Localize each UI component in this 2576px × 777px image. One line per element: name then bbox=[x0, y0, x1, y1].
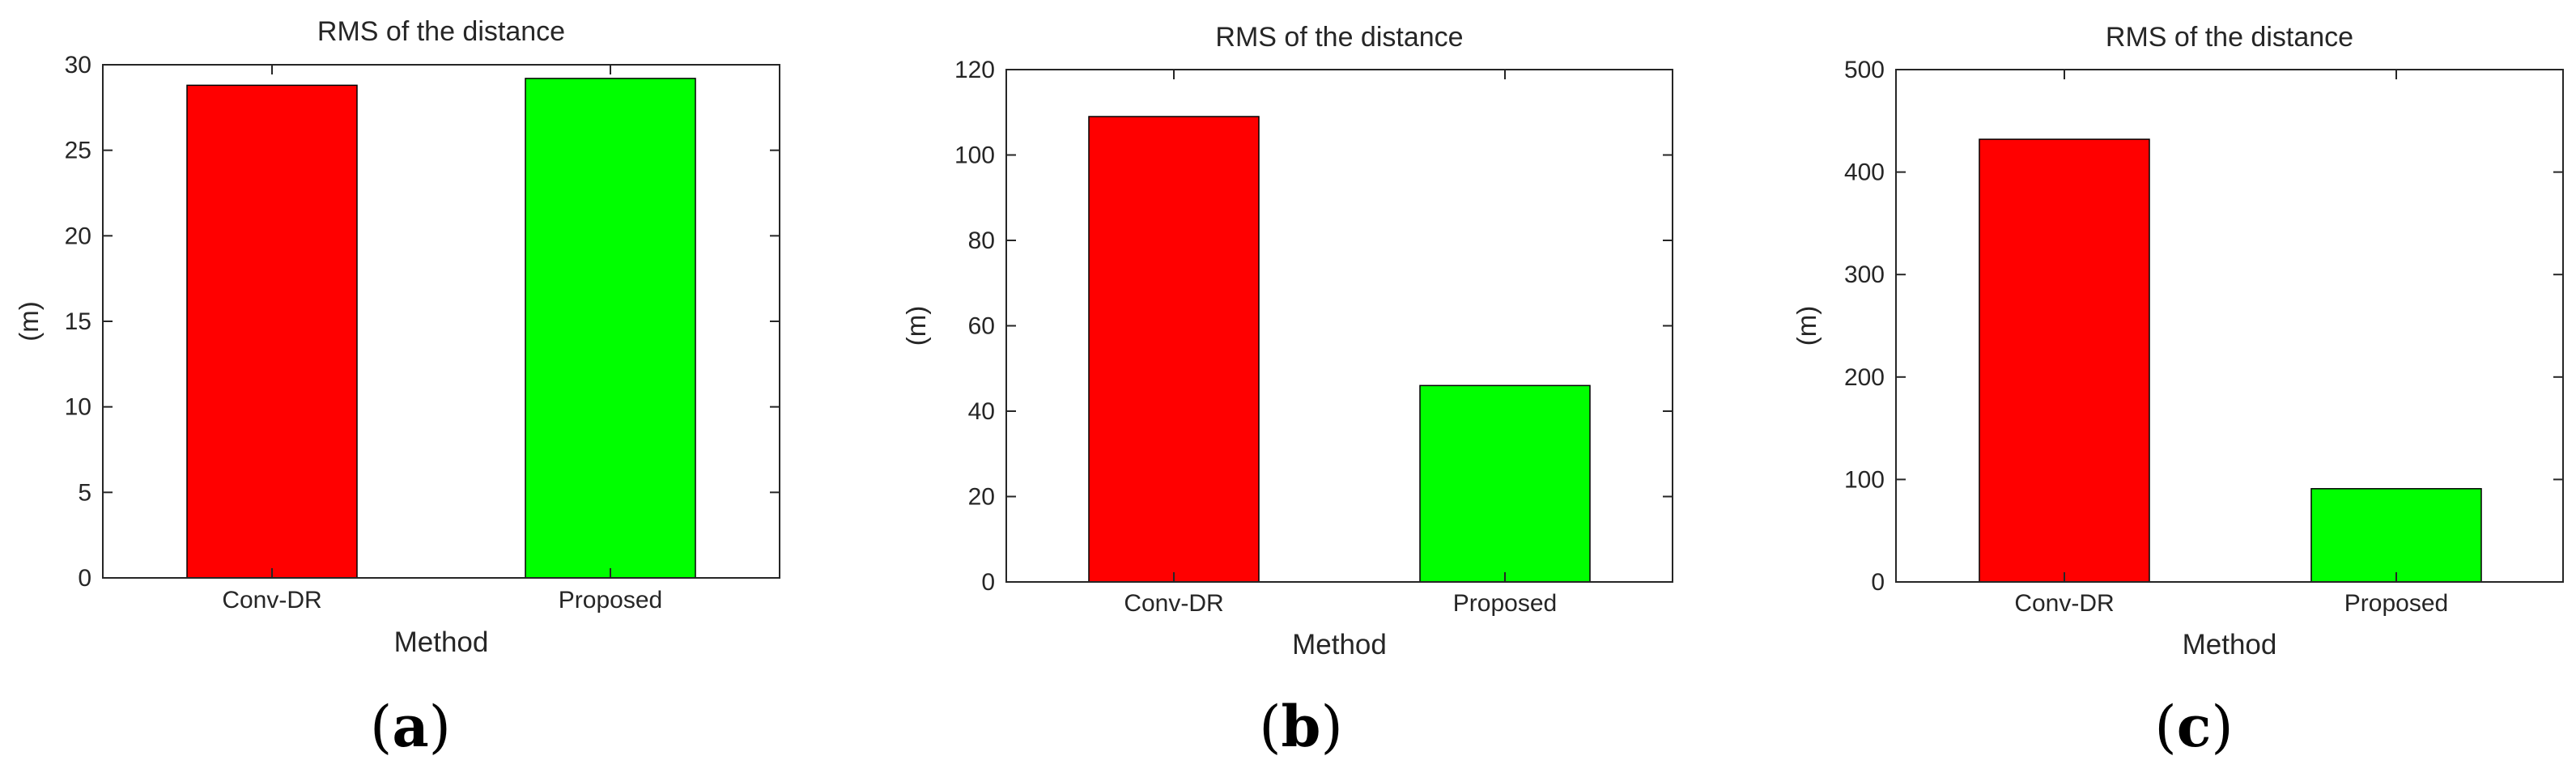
y-tick-label: 10 bbox=[65, 394, 91, 421]
chart-title: RMS of the distance bbox=[1215, 22, 1463, 53]
plot-area-frame bbox=[1895, 69, 2564, 583]
panel-label: (b) bbox=[1259, 693, 1343, 760]
y-tick-label: 60 bbox=[968, 313, 995, 340]
panel-label-open-paren: ( bbox=[1259, 694, 1281, 760]
chart-title: RMS of the distance bbox=[317, 16, 565, 47]
x-axis-label: Method bbox=[1292, 629, 1387, 660]
chart-title: RMS of the distance bbox=[2106, 22, 2353, 53]
y-tick-label: 300 bbox=[1844, 261, 1885, 288]
panel-label-close-paren: ) bbox=[1320, 694, 1342, 760]
y-tick-label: 100 bbox=[1844, 466, 1885, 493]
chart-panel-b: RMS of the distance 0 20 40 60 80 100 120 Conv-D… bbox=[901, 22, 1673, 760]
x-tick-label-conv-dr: Conv-DR bbox=[1124, 590, 1223, 617]
y-axis-label: (m) bbox=[1792, 306, 1821, 346]
bar-proposed bbox=[2310, 488, 2482, 583]
x-tick-label-proposed: Proposed bbox=[2344, 590, 2448, 617]
chart-panel-c: RMS of the distance 0 100 200 300 400 500 Conv-… bbox=[1792, 22, 2564, 760]
x-tick-label-conv-dr: Conv-DR bbox=[2014, 590, 2114, 617]
x-axis-label: Method bbox=[394, 626, 489, 658]
panel-label-open-paren: ( bbox=[2154, 694, 2176, 760]
y-tick-label: 15 bbox=[65, 308, 91, 335]
panel-label-letter: b bbox=[1282, 693, 1321, 760]
chart-panel-a: RMS of the distance 0 5 10 15 20 25 30 Conv-DR Pr… bbox=[14, 16, 780, 760]
panel-label: (a) bbox=[370, 693, 451, 760]
y-tick-label: 20 bbox=[65, 223, 91, 249]
bar-proposed bbox=[1419, 384, 1591, 583]
y-axis-label: (m) bbox=[14, 301, 44, 341]
panel-label-letter: a bbox=[392, 693, 428, 760]
y-tick-label: 5 bbox=[78, 479, 91, 506]
y-tick-label: 400 bbox=[1844, 159, 1885, 186]
panel-label-close-paren: ) bbox=[2211, 694, 2233, 760]
y-tick-label: 40 bbox=[968, 398, 995, 425]
panel-label-open-paren: ( bbox=[370, 694, 392, 760]
y-tick-label: 20 bbox=[968, 484, 995, 511]
bar-conv-dr bbox=[1088, 116, 1260, 583]
y-tick-label: 120 bbox=[954, 57, 995, 83]
x-axis-label: Method bbox=[2183, 629, 2277, 660]
y-tick-label: 0 bbox=[78, 565, 91, 592]
y-axis-label: (m) bbox=[901, 306, 931, 346]
y-tick-label: 0 bbox=[981, 569, 995, 596]
bar-conv-dr bbox=[1979, 138, 2150, 583]
y-tick-label: 200 bbox=[1844, 364, 1885, 391]
y-tick-label: 100 bbox=[954, 142, 995, 169]
y-tick-label: 25 bbox=[65, 138, 91, 164]
y-tick-label: 0 bbox=[1871, 569, 1885, 596]
y-tick-label: 30 bbox=[65, 52, 91, 79]
x-tick-label-conv-dr: Conv-DR bbox=[222, 587, 321, 614]
panel-label-close-paren: ) bbox=[429, 694, 451, 760]
x-tick-label-proposed: Proposed bbox=[1453, 590, 1557, 617]
bar-conv-dr bbox=[186, 84, 358, 579]
panel-label: (c) bbox=[2154, 693, 2233, 760]
panel-label-letter: c bbox=[2177, 693, 2212, 760]
x-tick-label-proposed: Proposed bbox=[559, 587, 662, 614]
bar-proposed bbox=[525, 78, 696, 579]
y-tick-label: 500 bbox=[1844, 57, 1885, 83]
y-tick-label: 80 bbox=[968, 227, 995, 254]
